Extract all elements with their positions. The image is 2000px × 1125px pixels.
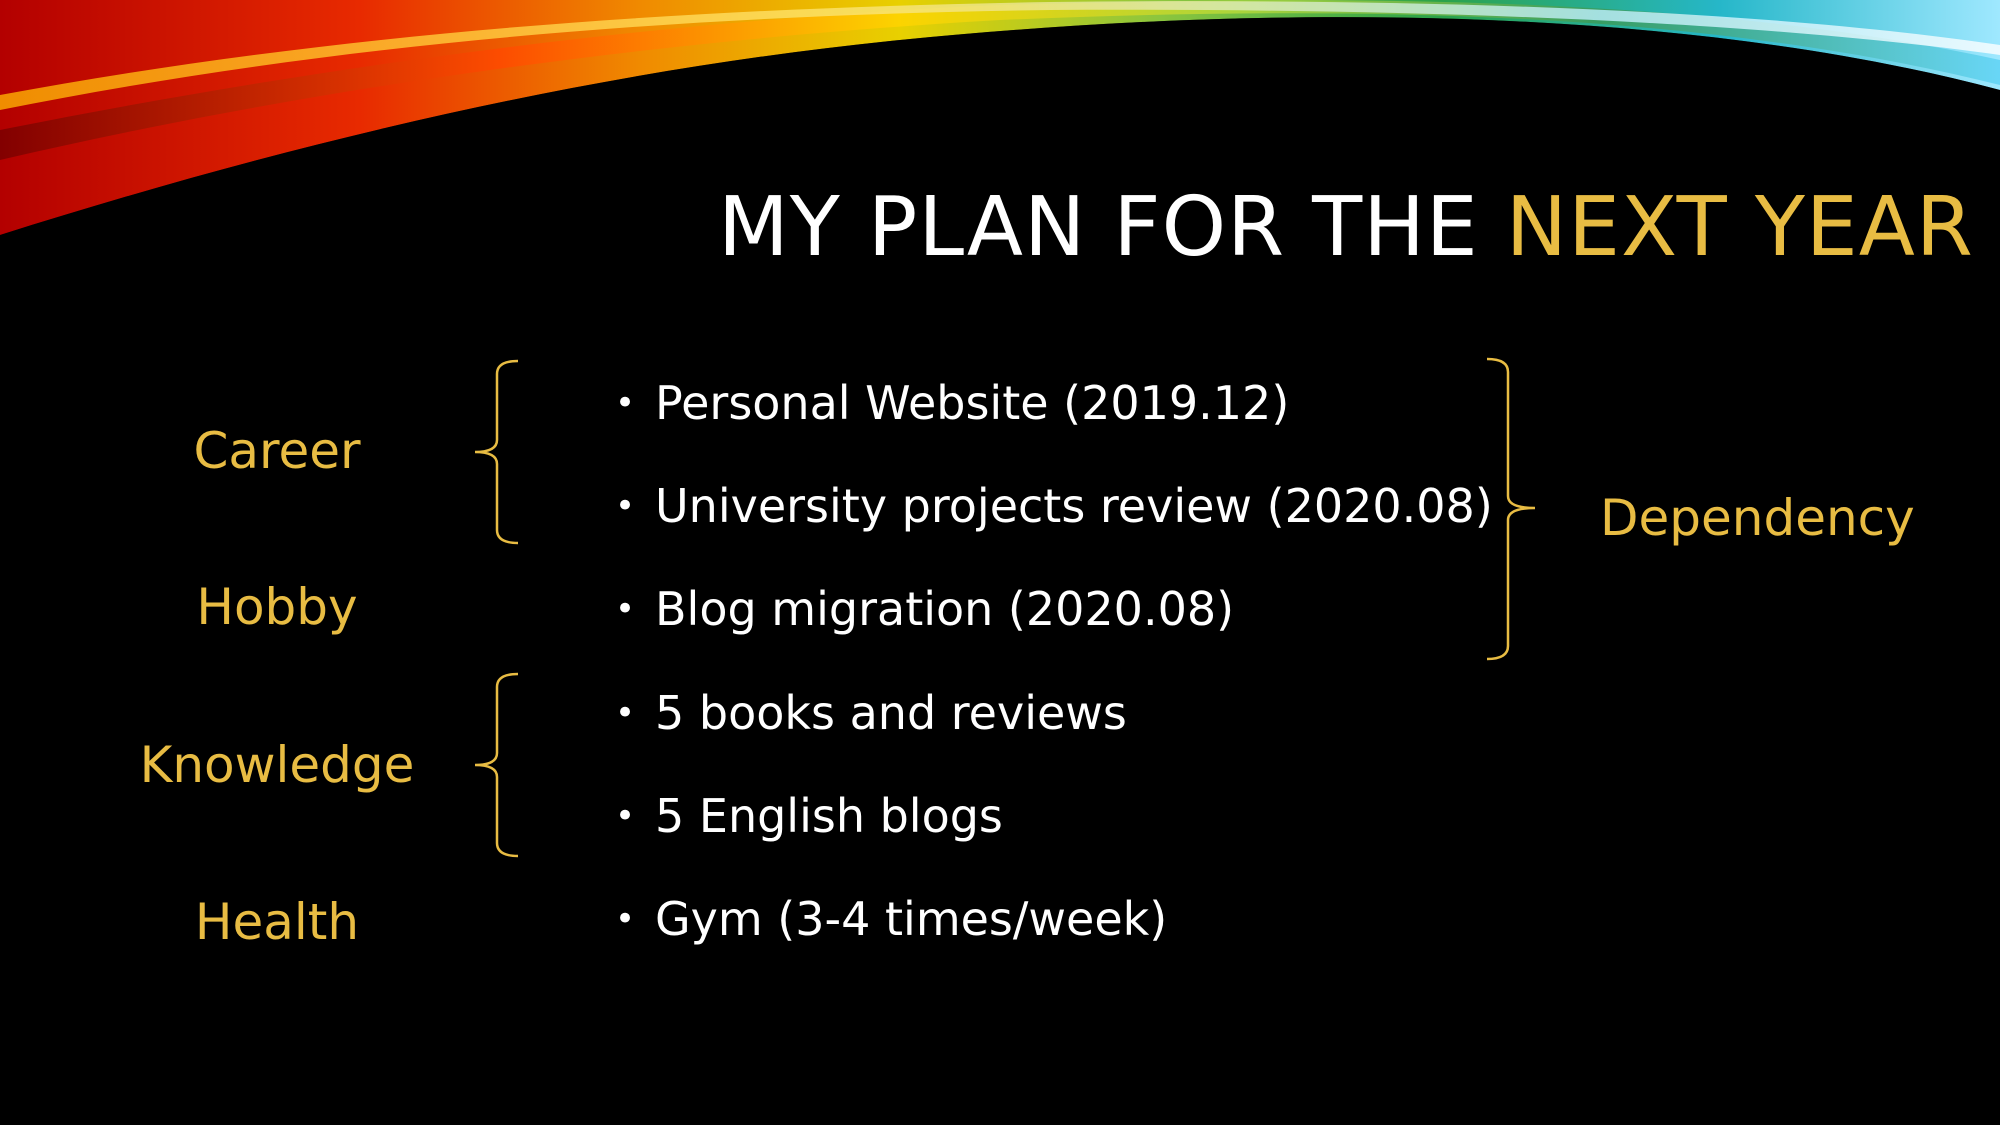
bullet-glyph: •	[615, 383, 636, 423]
bullet-glyph: •	[615, 796, 636, 836]
title-part-highlight: NEXT YEAR	[1505, 180, 1974, 275]
left-brace-knowledge	[474, 672, 519, 858]
list-item: • 5 books and reviews	[615, 683, 1127, 743]
right-brace-dependency	[1486, 357, 1536, 661]
bullet-glyph: •	[615, 486, 636, 526]
decorative-swoosh	[0, 0, 2000, 260]
list-item: • University projects review (2020.08)	[615, 476, 1493, 536]
list-item: • Gym (3-4 times/week)	[615, 889, 1167, 949]
bullet-glyph: •	[615, 589, 636, 629]
item-text: Blog migration (2020.08)	[655, 582, 1235, 636]
bullet-glyph: •	[615, 693, 636, 733]
dependency-label: Dependency	[1600, 489, 1915, 547]
item-text: 5 books and reviews	[655, 686, 1127, 740]
slide-title: MY PLAN FOR THE NEXT YEAR	[718, 178, 1978, 278]
left-brace-career	[474, 359, 519, 545]
list-item: • Blog migration (2020.08)	[615, 579, 1234, 639]
category-hobby: Hobby	[196, 578, 358, 636]
list-item: • Personal Website (2019.12)	[615, 373, 1289, 433]
list-item: • 5 English blogs	[615, 786, 1003, 846]
bullet-glyph: •	[615, 899, 636, 939]
item-text: Personal Website (2019.12)	[655, 376, 1290, 430]
item-text: University projects review (2020.08)	[655, 479, 1493, 533]
category-career: Career	[193, 422, 361, 480]
item-text: 5 English blogs	[655, 789, 1003, 843]
category-knowledge: Knowledge	[139, 736, 415, 794]
item-text: Gym (3-4 times/week)	[655, 892, 1168, 946]
title-part-white: MY PLAN FOR THE	[718, 180, 1506, 275]
category-health: Health	[194, 893, 360, 951]
